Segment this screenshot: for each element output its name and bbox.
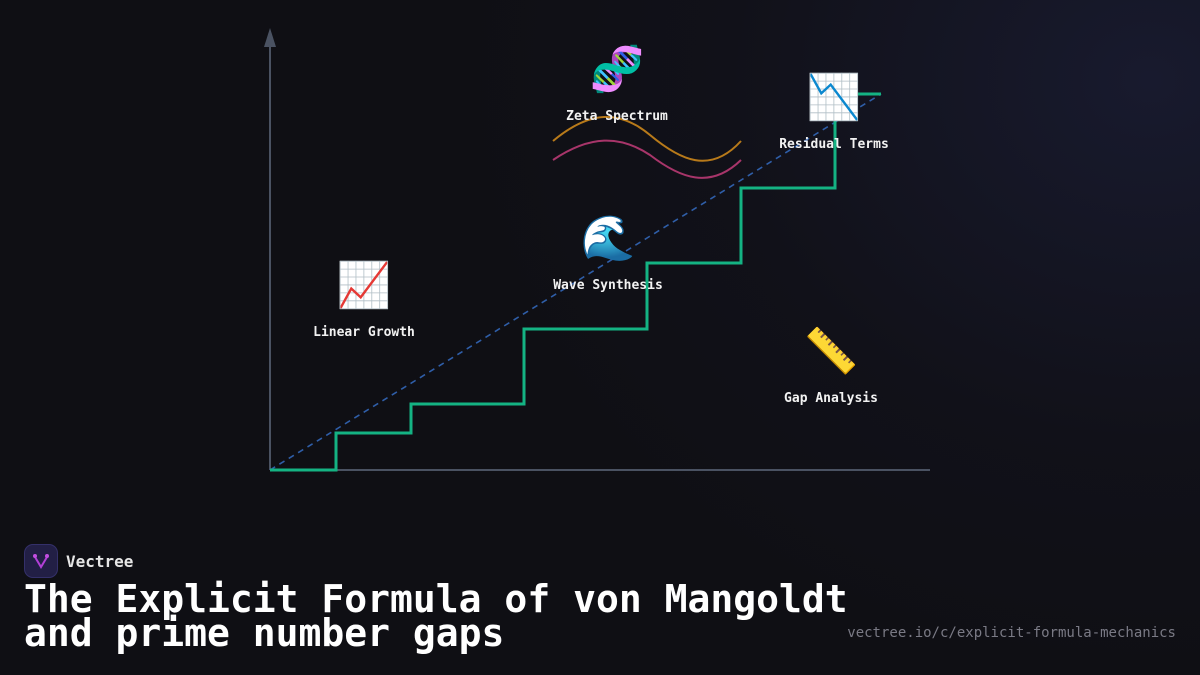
page-title: The Explicit Formula of von Mangoldt and… [24, 577, 848, 655]
node-label: Residual Terms [779, 137, 889, 152]
y-axis-arrow [264, 28, 276, 47]
wave-pink [552, 139, 742, 179]
ruler-icon: 📏 [803, 326, 859, 377]
brand: Vectree [24, 544, 133, 578]
linear-trend-line [269, 93, 882, 471]
brand-name: Vectree [66, 551, 134, 571]
title-line-1: The Explicit Formula of von Mangoldt [24, 577, 848, 621]
node-gap-analysis: 📏 Gap Analysis [784, 326, 878, 407]
prime-staircase [270, 92, 881, 472]
wave-orange [552, 115, 742, 162]
node-label: Gap Analysis [784, 391, 878, 406]
node-zeta-spectrum: 🧬 Zeta Spectrum [566, 44, 668, 125]
source-url: vectree.io/c/explicit-formula-mechanics [847, 625, 1176, 641]
chart-decreasing-icon: 📉 [806, 72, 862, 123]
node-residual-terms: 📉 Residual Terms [779, 72, 889, 153]
title-line-2: and prime number gaps [24, 611, 505, 655]
node-wave-synthesis: 🌊 Wave Synthesis [553, 213, 663, 294]
node-label: Wave Synthesis [553, 278, 663, 293]
vectree-logo-icon [24, 544, 58, 578]
node-label: Linear Growth [313, 325, 415, 340]
water-wave-icon: 🌊 [580, 213, 636, 264]
node-linear-growth: 📈 Linear Growth [313, 260, 415, 341]
chart-increasing-icon: 📈 [336, 260, 392, 311]
node-label: Zeta Spectrum [566, 109, 668, 124]
dna-icon: 🧬 [589, 44, 645, 95]
